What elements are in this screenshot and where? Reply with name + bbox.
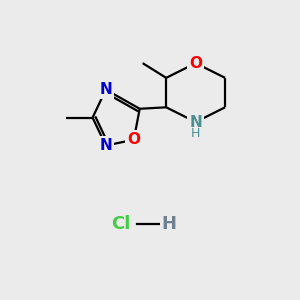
Text: H: H [191, 127, 200, 140]
Text: N: N [100, 138, 112, 153]
Text: N: N [100, 82, 112, 97]
Text: N: N [189, 115, 202, 130]
Text: H: H [162, 214, 177, 232]
Text: O: O [127, 132, 140, 147]
Text: Cl: Cl [111, 214, 130, 232]
Text: O: O [189, 56, 202, 70]
